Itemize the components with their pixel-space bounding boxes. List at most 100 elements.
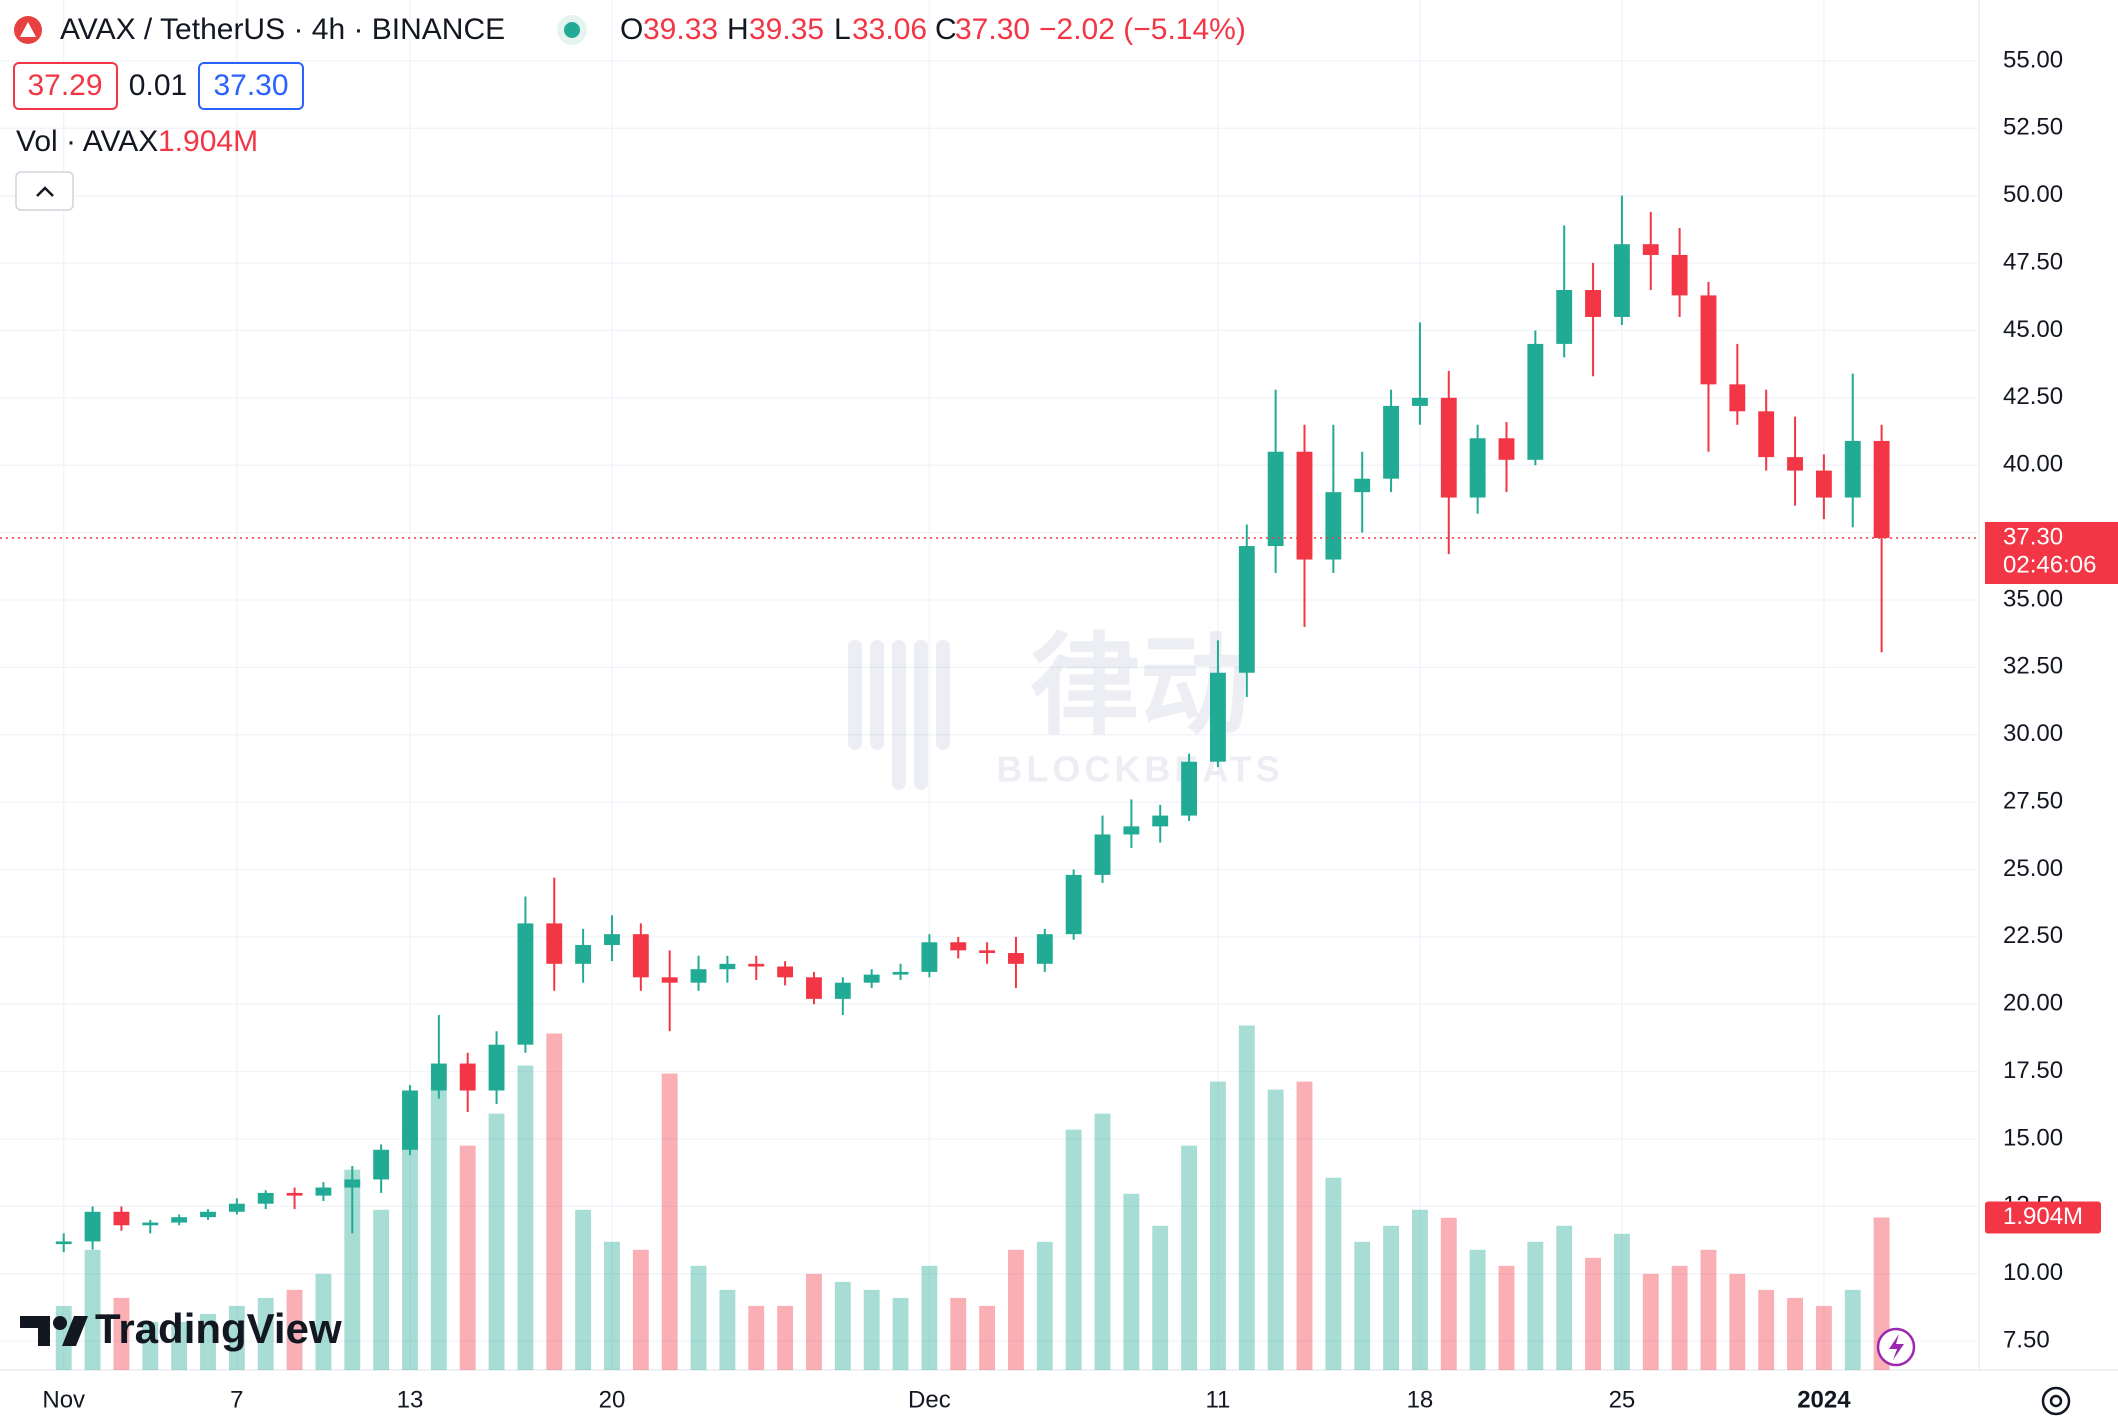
y-tick-label: 17.50 <box>2003 1057 2063 1084</box>
volume-bar <box>1729 1273 1746 1370</box>
candle-body <box>1758 411 1775 458</box>
volume-bar <box>1325 1177 1342 1370</box>
volume-bar <box>1094 1113 1111 1370</box>
volume-bar <box>719 1289 736 1370</box>
volume-bar <box>1671 1265 1688 1370</box>
volume-bar <box>315 1273 332 1370</box>
lightning-icon[interactable] <box>1889 1334 1904 1360</box>
spread: 0.01 <box>129 69 187 102</box>
candle-body <box>113 1211 130 1226</box>
candle-body <box>430 1063 447 1091</box>
volume-bar <box>1354 1241 1371 1370</box>
x-tick-label: 25 <box>1609 1386 1636 1413</box>
volume-bar <box>1585 1257 1601 1370</box>
volume-bar <box>748 1305 765 1370</box>
volume-bar <box>1238 1025 1255 1370</box>
watermark-icon <box>848 640 950 790</box>
x-tick-label: 2024 <box>1797 1386 1851 1413</box>
volume-bar <box>402 1129 418 1370</box>
candle-body <box>863 974 880 983</box>
volume-bar <box>344 1169 361 1370</box>
candle-body <box>1498 438 1515 460</box>
candle-body <box>604 934 620 945</box>
volume-bar <box>373 1209 390 1370</box>
candle-body <box>1036 934 1053 964</box>
candle-body <box>200 1211 216 1218</box>
h-key: H <box>727 13 749 46</box>
volume-bar <box>517 1065 534 1370</box>
settings[interactable] <box>2041 1386 2071 1416</box>
volume-bar <box>1815 1305 1832 1370</box>
candles <box>55 195 1890 1253</box>
volume-bar <box>1469 1249 1486 1370</box>
volume-bar <box>892 1297 909 1370</box>
settings-icon-center[interactable] <box>2049 1394 2063 1408</box>
watermark-name: BLOCKBEATS <box>996 749 1283 790</box>
last-price-label: 37.30 <box>2003 523 2063 550</box>
volume-pane <box>55 1025 1890 1370</box>
volume-bar <box>459 1145 476 1370</box>
candle-body <box>1123 826 1140 835</box>
high-value: 39.35 <box>749 13 824 46</box>
candle-body <box>315 1187 332 1196</box>
volume-bar <box>430 1089 447 1370</box>
candle-body <box>1008 953 1024 964</box>
volume-bar <box>1267 1089 1284 1370</box>
y-tick-label: 27.50 <box>2003 787 2063 814</box>
candle-body <box>950 942 967 951</box>
candle-body <box>1844 440 1861 498</box>
grid <box>0 0 2118 1371</box>
bid-box[interactable] <box>13 62 118 110</box>
volume-bar <box>921 1265 938 1370</box>
volume-bar <box>1181 1145 1198 1370</box>
o-key: O <box>620 13 643 46</box>
logo: TradingView <box>20 1305 342 1352</box>
close-value: 37.30 <box>955 13 1030 46</box>
volume-label: 1.904M <box>2003 1203 2083 1230</box>
volume-bar <box>1498 1265 1515 1370</box>
candle-body <box>1700 295 1717 385</box>
l-key: L <box>834 13 851 46</box>
quick-trade[interactable] <box>1876 1327 1916 1367</box>
y-tick-label: 47.50 <box>2003 248 2063 275</box>
volume-bar <box>1787 1297 1803 1370</box>
volume-bar <box>1210 1081 1226 1370</box>
volume-label-box <box>1985 1201 2101 1234</box>
candle-body <box>1873 440 1890 538</box>
candle-body <box>834 982 851 999</box>
change: −2.02 (−5.14%) <box>1039 13 1246 46</box>
y-tick-label: 7.50 <box>2003 1327 2050 1354</box>
volume-bar <box>1036 1241 1053 1370</box>
volume-bar <box>777 1305 794 1370</box>
collapse-icon[interactable] <box>36 186 54 197</box>
volume-bar <box>546 1033 563 1370</box>
collapse-button[interactable] <box>15 171 74 211</box>
candle-body <box>1527 343 1544 460</box>
candle-body <box>1065 874 1082 935</box>
candle-body <box>1411 397 1428 406</box>
candle-body <box>1642 244 1659 255</box>
candle-body <box>55 1241 72 1245</box>
c-key: C <box>935 13 957 46</box>
candle-body <box>979 950 996 954</box>
symbol-icon-glyph <box>20 22 36 37</box>
y-tick-label: 30.00 <box>2003 720 2063 747</box>
candle-body <box>84 1211 101 1242</box>
volume-bar <box>142 1321 159 1370</box>
settings-icon[interactable] <box>2041 1386 2071 1416</box>
ask-box[interactable] <box>198 62 304 110</box>
candle-body <box>632 934 649 978</box>
bid[interactable]: 37.29 <box>27 69 102 102</box>
overlay: 7.5010.0012.5015.0017.5020.0022.5025.002… <box>0 46 2118 1413</box>
volume-bar <box>632 1249 649 1370</box>
candle-body <box>1152 815 1169 827</box>
candle-body <box>517 923 534 1045</box>
ask[interactable]: 37.30 <box>213 69 288 102</box>
x-tick-label: 7 <box>230 1386 243 1413</box>
symbol: AVAX / TetherUS · 4h · BINANCE <box>60 13 505 46</box>
candle-body <box>719 963 736 970</box>
volume-bar <box>1758 1289 1775 1370</box>
y-tick-label: 55.00 <box>2003 46 2063 73</box>
volume-bar <box>1613 1233 1630 1370</box>
